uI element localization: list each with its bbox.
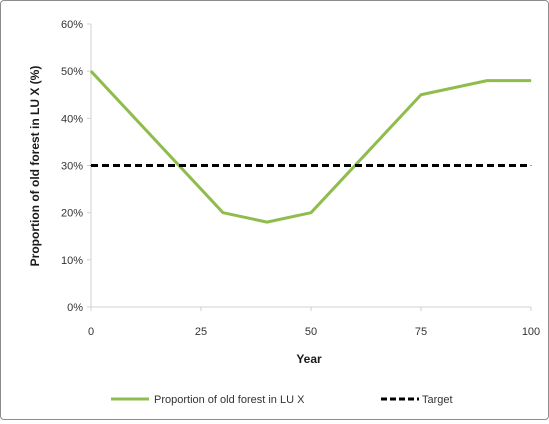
x-tick-label: 50	[305, 326, 317, 338]
series-layer	[89, 70, 532, 224]
y-axis-title: Proportion of old forest in LU X (%)	[28, 66, 42, 267]
y-tick-label: 0%	[67, 302, 83, 314]
x-tick-label: 25	[195, 326, 207, 338]
series-line-old-forest	[89, 70, 531, 224]
y-tick-label: 50%	[61, 66, 83, 78]
data-point	[310, 212, 312, 214]
legend: Proportion of old forest in LU X Target	[111, 394, 453, 406]
legend-label-old-forest: Proportion of old forest in LU X	[154, 394, 305, 406]
y-tick-label: 30%	[61, 161, 83, 173]
data-point	[420, 94, 422, 96]
x-tick-label: 75	[415, 326, 427, 338]
y-axis-ticks: 0% 10% 20% 30% 40% 50% 60%	[61, 19, 91, 314]
y-tick-label: 20%	[61, 208, 83, 220]
data-point	[266, 221, 268, 223]
data-point	[90, 70, 92, 72]
data-point	[222, 212, 224, 214]
data-point	[530, 80, 532, 82]
data-point	[486, 80, 488, 82]
x-axis-ticks: 0 25 50 75 100	[88, 307, 540, 338]
y-tick-label: 60%	[61, 19, 83, 31]
x-tick-label: 0	[88, 326, 94, 338]
data-point	[530, 165, 532, 166]
x-tick-label: 100	[522, 326, 540, 338]
y-tick-label: 40%	[61, 113, 83, 125]
y-tick-label: 10%	[61, 255, 83, 267]
legend-label-target: Target	[422, 394, 453, 406]
data-point	[90, 165, 92, 166]
x-axis-title: Year	[296, 352, 322, 366]
